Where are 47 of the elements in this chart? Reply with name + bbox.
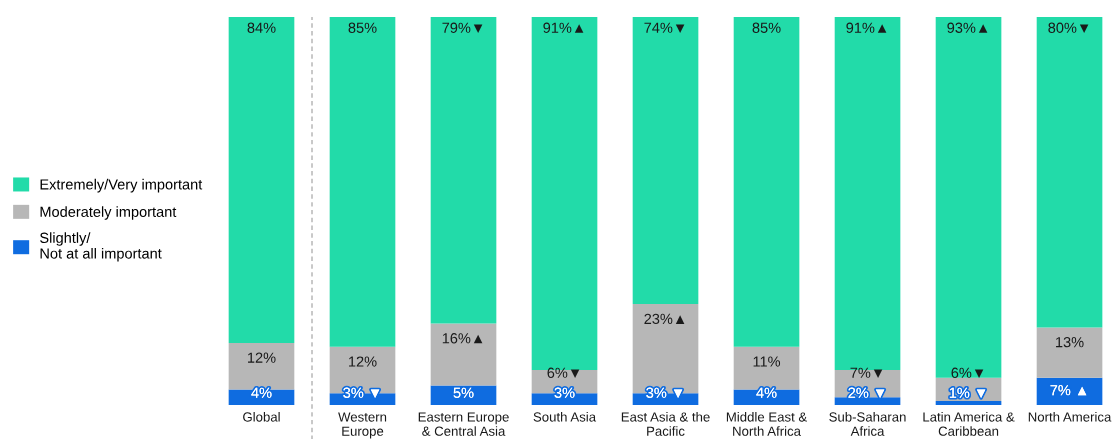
bar [228,17,295,343]
bar [632,17,699,305]
x-tick-label: Latin America & Caribbean [923,411,1015,436]
x-tick-label: Global [243,411,280,422]
data-label: 91%▲ [543,22,584,33]
data-label: 1% ▼ [949,387,986,398]
x-tick-label: Sub-Saharan Africa [829,411,906,436]
data-label: 23%▲ [644,313,685,325]
bar [329,17,396,347]
bar [1036,17,1103,328]
data-label: 7% ▲ [1050,385,1087,396]
legend-label: Extremely/Very important [40,178,203,193]
x-tick-label: Eastern Europe & Central Asia [418,412,509,436]
data-label: 2% ▼ [848,387,885,398]
x-tick-label: Middle East & North Africa [726,411,808,436]
data-label: 12% [248,352,276,363]
data-label: 80%▼ [1048,22,1089,33]
data-label: 7%▼ [850,367,883,378]
data-label: 91%▲ [846,22,887,33]
data-label: 11% [753,356,781,367]
bar [935,401,1002,405]
legend-label: Moderately important [40,206,177,220]
data-label: 4% [251,387,272,398]
bar [834,397,901,405]
legend-label: Slightly/ Not at all important [40,232,162,262]
bar [935,17,1002,378]
data-label: 12% [349,356,377,367]
data-label: 74%▼ [644,22,685,33]
data-label: 93%▲ [947,22,988,33]
data-label: 4% [756,387,777,398]
bar [430,17,497,324]
x-tick-label: South Asia [533,411,597,422]
data-label: 16%▲ [442,333,483,344]
data-label: 13% [1056,336,1084,348]
x-tick-label: North America [1028,411,1112,422]
data-label: 6%▼ [547,367,580,378]
data-label: 5% [453,387,474,398]
data-label: 6%▼ [951,367,984,378]
bar [733,17,800,347]
x-tick-label: East Asia & the Pacific [621,411,710,436]
data-label: 85% [752,22,781,33]
bar [1036,327,1103,378]
data-label: 84% [247,22,276,33]
x-tick-label: Western Europe [338,412,387,439]
bar [430,323,497,386]
data-label: 79%▼ [442,22,483,33]
data-label: 85% [348,22,377,33]
